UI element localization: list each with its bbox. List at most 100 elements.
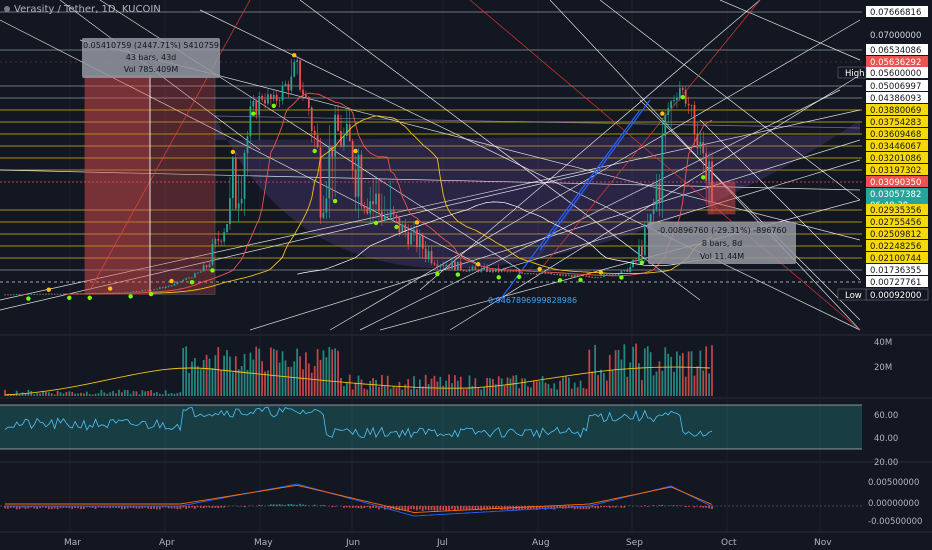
- candle-body: [229, 198, 231, 224]
- price-label-box-21: [866, 276, 928, 287]
- price-label-box-7: [866, 104, 928, 115]
- volume-bar: [471, 385, 474, 396]
- volume-bar: [585, 388, 588, 396]
- candle-body: [611, 274, 614, 276]
- macd-axis-label-2: -0.00500000: [868, 517, 922, 527]
- macd-hist-bar: [176, 506, 179, 510]
- candle-body: [278, 100, 281, 102]
- candle-body: [588, 275, 591, 278]
- candle-body: [497, 268, 500, 272]
- signal-dot: [680, 95, 685, 100]
- macd-hist-bar: [62, 506, 65, 508]
- chart-header: Verasity / Tether, 1D, KUCOIN: [4, 4, 161, 15]
- price-label-9: 0.03609468: [870, 130, 921, 140]
- candle-body: [167, 286, 170, 287]
- macd-hist-bar: [559, 506, 561, 508]
- volume-bar: [77, 393, 79, 396]
- volume-bar: [194, 358, 196, 396]
- candle-body: [407, 232, 410, 245]
- candle-body: [410, 232, 412, 245]
- time-label-jul: Jul: [436, 538, 448, 548]
- candle-body: [36, 293, 39, 295]
- candle-body: [702, 142, 705, 154]
- candle-body: [547, 272, 550, 274]
- candle-body: [421, 235, 424, 249]
- volume-bar: [39, 393, 41, 396]
- volume-bar: [366, 389, 369, 396]
- macd-hist-bar: [354, 506, 357, 508]
- price-label-box-12: [866, 164, 928, 175]
- trend-line-5: [249, 139, 861, 331]
- candle-body: [652, 209, 655, 214]
- volume-bar: [331, 349, 334, 396]
- volume-axis-label-0: 40M: [874, 338, 892, 348]
- macd-hist-bar: [199, 506, 202, 508]
- candle-body: [144, 289, 147, 291]
- macd-hist-bar: [416, 506, 418, 511]
- volume-bar: [290, 366, 293, 396]
- macd-hist-bar: [182, 506, 185, 508]
- candle-body: [395, 214, 398, 218]
- volume-bar: [483, 387, 485, 396]
- macd-hist-bar: [153, 506, 155, 509]
- macd-hist-bar: [375, 506, 377, 508]
- macd-hist-bar: [161, 506, 164, 508]
- macd-hist-bar: [489, 506, 491, 509]
- candle-body: [471, 266, 474, 270]
- candle-body: [296, 60, 299, 62]
- signal-dot: [455, 272, 461, 277]
- volume-bar: [570, 388, 573, 396]
- volume-bar: [135, 391, 138, 396]
- candle-body: [567, 275, 570, 277]
- candle-body: [234, 157, 237, 209]
- candle-body: [477, 269, 480, 272]
- macd-hist-bar: [687, 506, 690, 507]
- macd-hist-bar: [579, 506, 582, 510]
- candle-body: [518, 271, 521, 273]
- signal-dot: [578, 277, 583, 283]
- candle-body: [676, 97, 678, 101]
- price-tag-low: Low: [845, 291, 862, 301]
- price-label-3: 0.05636292: [870, 58, 921, 68]
- measure-rect-up-left: [84, 75, 151, 295]
- candle-body: [56, 293, 59, 295]
- price-label-13: 0.03090350: [870, 178, 921, 188]
- macd-hist-bar: [585, 506, 588, 510]
- macd-hist-bar: [12, 506, 15, 508]
- price-label-box-13: [866, 176, 928, 187]
- volume-bar: [173, 393, 176, 396]
- signal-dot: [210, 268, 215, 273]
- signal-dot: [476, 262, 481, 267]
- candle-body: [646, 225, 649, 228]
- candle-body: [258, 95, 261, 116]
- volume-bar: [208, 358, 211, 396]
- volume-bar: [345, 381, 348, 396]
- macd-hist-bar: [299, 503, 301, 506]
- volume-bar: [673, 371, 675, 396]
- candle-body: [521, 272, 523, 274]
- candle-body: [343, 136, 345, 147]
- macd-hist-bar: [442, 506, 445, 511]
- candle-body: [600, 276, 602, 278]
- macd-hist-bar: [345, 506, 348, 508]
- macd-hist-bar: [36, 506, 39, 510]
- volume-bar: [185, 346, 188, 396]
- macd-hist-bar: [45, 506, 47, 509]
- candle-body: [509, 270, 512, 272]
- measure-up-line1: 0.05410759 (2447.71%) 5410759: [83, 41, 219, 50]
- candle-body: [261, 95, 263, 100]
- macd-hist-bar: [594, 506, 597, 509]
- volume-bar: [687, 351, 690, 396]
- candle-body: [299, 60, 301, 90]
- measure-rect-up-right: [149, 75, 216, 295]
- volume-bar: [313, 365, 316, 396]
- signal-dot: [107, 286, 113, 291]
- macd-hist-bar: [202, 506, 205, 509]
- macd-hist-bar: [378, 506, 380, 510]
- macd-hist-bar: [492, 506, 494, 509]
- volume-bar: [85, 391, 88, 396]
- price-label-box-20: [866, 264, 928, 275]
- macd-hist-bar: [532, 506, 535, 509]
- macd-hist-bar: [445, 506, 448, 511]
- candle-body: [305, 94, 307, 97]
